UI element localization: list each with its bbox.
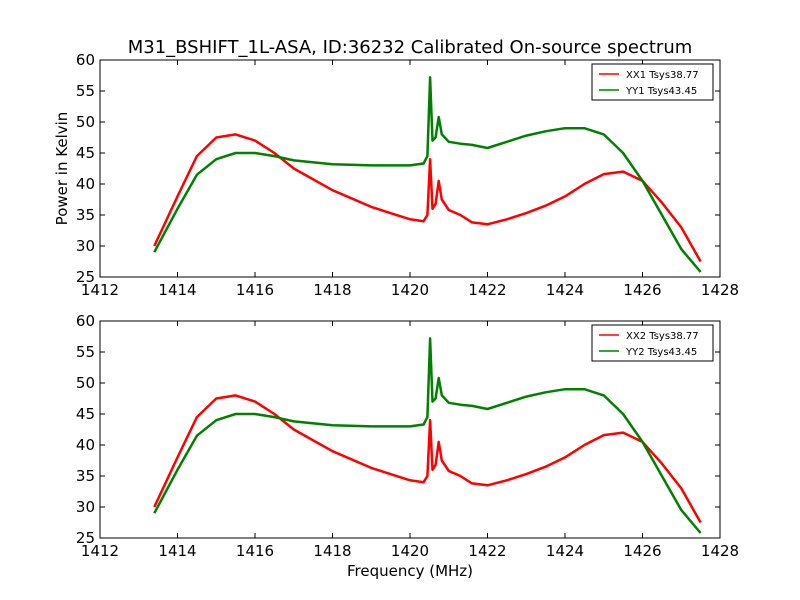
y-tick-label: 55: [76, 343, 95, 361]
x-tick-label: 1412: [81, 542, 119, 560]
series-group: [153, 337, 702, 534]
y-tick-label: 30: [76, 237, 95, 255]
x-tick-label: 1422: [468, 281, 506, 299]
y-tick-label: 25: [76, 529, 95, 547]
y-tick-label: 35: [76, 206, 95, 224]
legend-box: [591, 63, 714, 101]
series-group: [153, 76, 702, 273]
x-tick-label: 1420: [391, 542, 429, 560]
legend: XX2 Tsys38.77 YY2 Tsys43.45: [591, 324, 714, 362]
y-tick-label: 50: [76, 113, 95, 131]
y-tick-label: 60: [76, 51, 95, 69]
x-tick-label: 1416: [236, 281, 274, 299]
y-tick-label: 60: [76, 312, 95, 330]
series-line-xx: [153, 394, 702, 524]
legend-label: XX2 Tsys38.77: [626, 331, 699, 342]
legend-box: [591, 324, 714, 362]
series-line-yy: [153, 337, 702, 534]
top-panel: 1412 1414 1416 1418 1420 1422 1424 1426 1428 25 30…: [53, 51, 739, 299]
x-tick-label: 1418: [313, 542, 351, 560]
y-tick-label: 55: [76, 82, 95, 100]
legend: XX1 Tsys38.77 YY1 Tsys43.45: [591, 63, 714, 101]
y-tick-label: 40: [76, 436, 95, 454]
series-line-yy: [153, 76, 702, 273]
x-tick-label: 1422: [468, 542, 506, 560]
y-tick-label: 30: [76, 498, 95, 516]
figure-title: M31_BSHIFT_1L-ASA, ID:36232 Calibrated O…: [128, 37, 693, 58]
x-tick-label: 1414: [158, 542, 196, 560]
x-tick-label: 1412: [81, 281, 119, 299]
x-tick-label: 1414: [158, 281, 196, 299]
x-tick-label: 1428: [701, 281, 739, 299]
x-tick-label: 1418: [313, 281, 351, 299]
x-tick-label: 1416: [236, 542, 274, 560]
x-tick-label: 1420: [391, 281, 429, 299]
y-tick-label: 35: [76, 467, 95, 485]
legend-label: XX1 Tsys38.77: [626, 70, 699, 81]
y-tick-label: 45: [76, 405, 95, 423]
series-line-xx: [153, 133, 702, 263]
y-tick-label: 45: [76, 144, 95, 162]
bottom-panel: 1412 1414 1416 1418 1420 1422 1424 1426 1428 25 30…: [76, 312, 739, 580]
x-tick-label: 1424: [546, 281, 584, 299]
y-axis-label: Power in Kelvin: [53, 112, 71, 226]
x-tick-label: 1428: [701, 542, 739, 560]
y-tick-label: 50: [76, 374, 95, 392]
y-tick-label: 25: [76, 268, 95, 286]
legend-label: YY2 Tsys43.45: [625, 347, 697, 358]
legend-label: YY1 Tsys43.45: [625, 86, 697, 97]
x-tick-label: 1424: [546, 542, 584, 560]
x-axis-label: Frequency (MHz): [347, 562, 473, 580]
x-tick-label: 1426: [623, 281, 661, 299]
y-tick-label: 40: [76, 175, 95, 193]
x-tick-label: 1426: [623, 542, 661, 560]
